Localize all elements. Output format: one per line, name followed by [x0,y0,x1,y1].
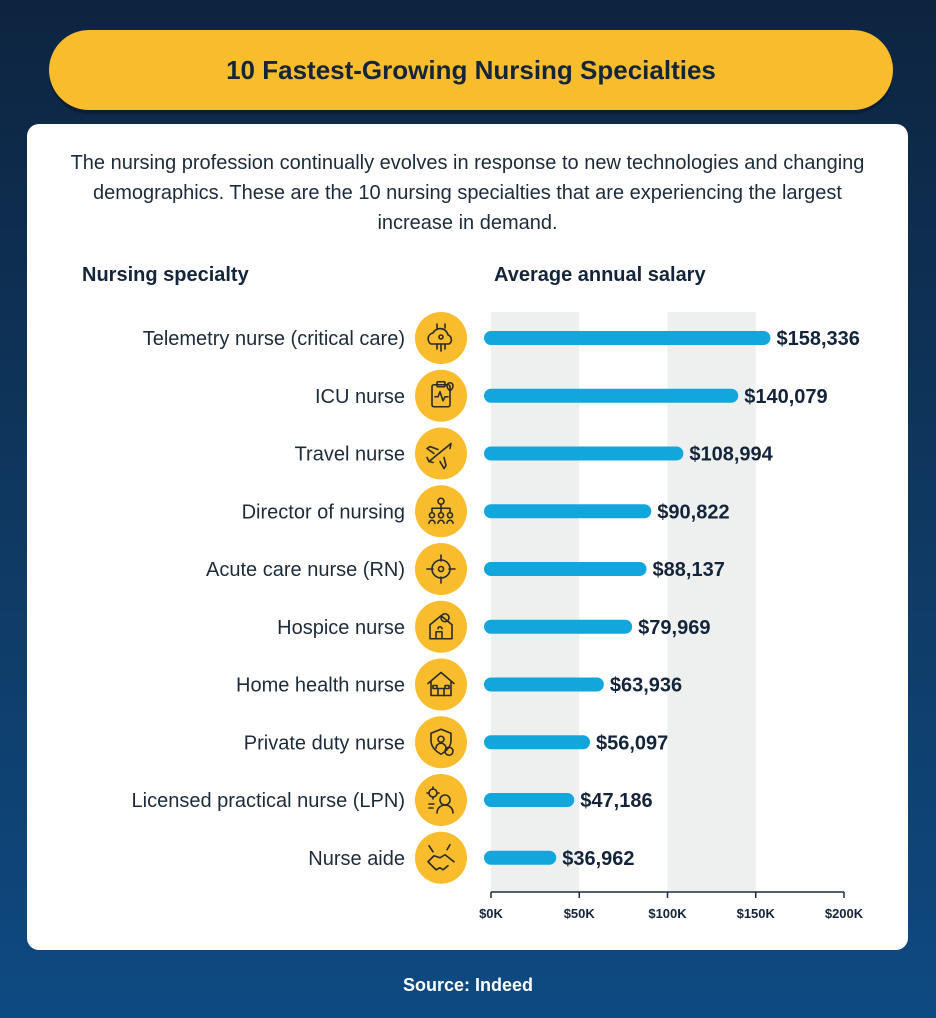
org-chart-icon [428,497,454,525]
category-label: Hospice nurse [277,617,405,639]
icon-circle [415,658,467,711]
value-label: $56,097 [596,732,668,754]
x-tick-label: $100K [648,906,687,921]
value-header: Average annual salary [494,264,706,286]
category-header: Nursing specialty [82,264,249,286]
category-label: Travel nurse [295,444,405,466]
shield-person-icon [430,728,454,757]
house-icon [427,671,455,697]
category-label: Telemetry nurse (critical care) [143,328,405,350]
icon-circle [415,427,467,480]
home-care-icon [429,612,453,640]
source-note: Source: Indeed [402,975,534,995]
category-label: Private duty nurse [244,732,405,754]
value-label: $140,079 [744,386,827,408]
value-label: $47,186 [580,790,652,812]
airplane-icon [426,442,452,470]
category-label: Home health nurse [236,675,405,697]
value-label: $88,137 [653,559,725,581]
icon-circle [415,543,467,595]
chart-card: The nursing profession continually evolv… [27,124,908,950]
intro-text: The nursing profession continually evolv… [70,152,865,234]
clipboard-heartbeat-icon [431,380,454,408]
grid-band [667,312,756,892]
x-tick-label: $50K [564,906,596,921]
category-label: Acute care nurse (RN) [206,559,405,581]
x-tick-label: $150K [737,906,776,921]
nurse-gear-icon [426,786,454,814]
category-label: Director of nursing [242,501,405,523]
category-label: Nurse aide [308,848,405,870]
target-crosshair-icon [426,554,456,584]
x-tick-label: $0K [479,906,503,921]
handshake-icon [427,843,455,871]
value-label: $90,822 [657,501,729,523]
icon-circle [415,774,467,826]
x-tick-label: $200K [825,906,864,921]
category-label: ICU nurse [315,386,405,408]
value-label: $79,969 [638,617,710,639]
icon-circle [415,312,467,364]
category-label: Licensed practical nurse (LPN) [132,790,405,812]
value-label: $108,994 [689,444,773,466]
network-cloud-icon [427,323,453,352]
value-label: $36,962 [562,848,634,870]
chart-title: 10 Fastest-Growing Nursing Specialties [49,30,893,110]
value-label: $63,936 [610,675,682,697]
value-label: $158,336 [776,328,859,350]
